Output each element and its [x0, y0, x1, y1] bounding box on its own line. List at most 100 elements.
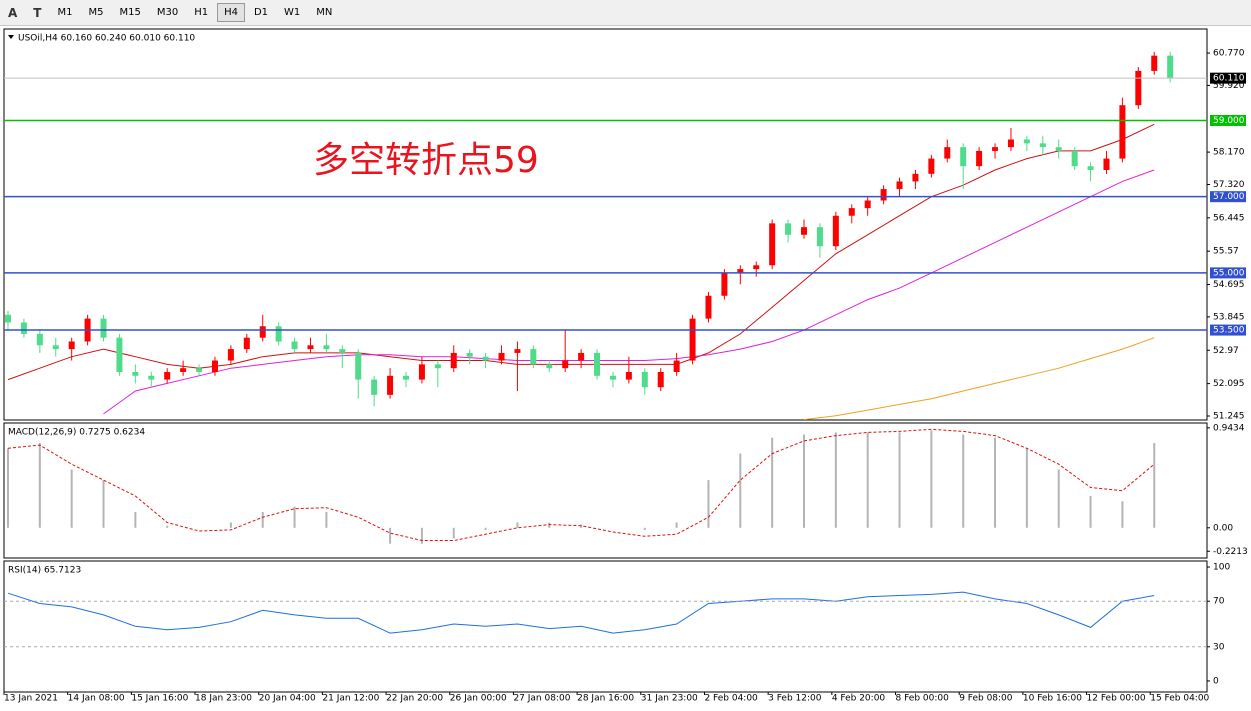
candle-body	[769, 223, 776, 266]
candle-body	[1039, 143, 1046, 148]
panel-title: USOil,H4 60.160 60.240 60.010 60.110	[18, 34, 195, 44]
panel-frame	[3, 422, 1208, 559]
candle-body	[1167, 55, 1174, 79]
candle-body	[530, 349, 537, 365]
candle-body	[291, 341, 298, 350]
level-label-box	[1210, 267, 1246, 279]
panel-title: RSI(14) 65.7123	[8, 566, 81, 576]
candle-body	[896, 181, 903, 190]
x-tick-label: 9 Feb 08:00	[959, 694, 1013, 704]
panel-title: MACD(12,26,9) 0.7275 0.6234	[8, 428, 145, 438]
candle-body	[355, 352, 362, 380]
timeframe-button[interactable]: H1	[194, 7, 209, 18]
timeframe-button[interactable]: W1	[284, 7, 301, 18]
timeframe-button[interactable]: H4	[217, 3, 245, 22]
candle-body	[1151, 55, 1158, 71]
candle-body	[737, 269, 744, 273]
y-tick-label: 0.00	[1213, 523, 1233, 533]
x-tick-label: 4 Feb 20:00	[832, 694, 886, 704]
y-tick-label: 0	[1213, 676, 1219, 686]
x-tick-label: 15 Feb 04:00	[1150, 694, 1209, 704]
candle-body	[196, 368, 203, 372]
timeframe-button[interactable]: MN	[316, 7, 333, 18]
candle-body	[339, 349, 346, 353]
candle-body	[211, 360, 218, 372]
y-tick-label: 70	[1213, 597, 1225, 607]
candle-body	[1055, 147, 1062, 151]
y-tick-label: 100	[1213, 563, 1230, 573]
candle-body	[960, 147, 967, 167]
timeframe-button[interactable]: M1	[57, 7, 73, 18]
candle-body	[100, 318, 107, 338]
x-tick-label: 2 Feb 04:00	[704, 694, 758, 704]
candle-body	[657, 371, 664, 388]
x-tick-label: 28 Jan 16:00	[577, 694, 634, 704]
candle-body	[848, 208, 855, 216]
tool-icon[interactable]: A	[8, 5, 18, 20]
candle-body	[482, 356, 489, 361]
candle-body	[1135, 70, 1142, 106]
y-tick-label: -0.2213	[1213, 547, 1248, 557]
candle-body	[275, 326, 282, 342]
candle-body	[864, 200, 871, 209]
indicator-line	[7, 428, 1155, 541]
tool-icon[interactable]: T	[33, 5, 42, 20]
candle-body	[976, 150, 983, 167]
candle-body	[801, 227, 807, 235]
candle-body	[625, 371, 632, 380]
plot-area	[7, 591, 1155, 634]
y-tick-label: 51.245	[1213, 411, 1245, 421]
candle-body	[450, 352, 457, 369]
candle-body	[20, 322, 27, 334]
candle-body	[546, 364, 553, 369]
candle-body	[880, 189, 887, 201]
candle-body	[36, 333, 43, 346]
x-tick-label: 31 Jan 23:00	[641, 694, 698, 704]
y-tick-label: 60.770	[1213, 49, 1245, 59]
x-tick-label: 14 Jan 08:00	[68, 694, 125, 704]
candle-body	[721, 272, 728, 296]
candle-body	[673, 360, 680, 372]
candle-body	[243, 337, 250, 350]
panel-frame	[3, 560, 1208, 693]
candle-body	[116, 337, 123, 372]
timeframe-button[interactable]: M30	[156, 7, 179, 18]
x-tick-label: 10 Feb 16:00	[1023, 694, 1082, 704]
x-tick-label: 27 Jan 08:00	[513, 694, 570, 704]
indicator-line	[7, 591, 1155, 634]
candle-body	[514, 349, 521, 353]
y-tick-label: 0.9434	[1213, 423, 1245, 433]
current-price-label: 60.110	[1213, 74, 1245, 84]
level-label: 55.000	[1213, 268, 1245, 278]
candle-body	[164, 371, 171, 380]
candle-body	[180, 368, 187, 372]
candle-body	[609, 375, 616, 380]
candle-body	[371, 379, 378, 395]
y-tick-label: 55.57	[1213, 247, 1239, 257]
candle-body	[307, 345, 314, 350]
timeframe-button[interactable]: M15	[119, 7, 141, 18]
annotation: 多空转折点59	[313, 140, 539, 181]
candle-body	[418, 364, 425, 380]
timeframe-button[interactable]: D1	[253, 7, 269, 18]
timeframe-button[interactable]: M5	[88, 7, 104, 18]
candle-body	[132, 371, 139, 376]
toolbar: A T M1 M5 M15 M30 H1 H4 D1 W1 MN	[0, 0, 1251, 26]
candle-body	[785, 223, 792, 235]
candle-body	[52, 345, 59, 350]
y-tick-label: 30	[1213, 642, 1225, 652]
candle-body	[498, 352, 505, 361]
level-label: 53.500	[1213, 326, 1245, 336]
candle-body	[1023, 139, 1030, 144]
candle-body	[1071, 150, 1078, 167]
level-label-box	[1210, 324, 1246, 336]
candle-body	[1119, 105, 1126, 159]
x-tick-label: 21 Jan 12:00	[322, 694, 379, 704]
indicator-line	[803, 337, 1155, 420]
y-tick-label: 54.695	[1213, 280, 1245, 290]
x-tick-label: 18 Jan 23:00	[195, 694, 252, 704]
x-tick-label: 8 Feb 00:00	[896, 694, 950, 704]
candle-body	[562, 360, 569, 369]
level-label: 57.000	[1213, 192, 1245, 202]
